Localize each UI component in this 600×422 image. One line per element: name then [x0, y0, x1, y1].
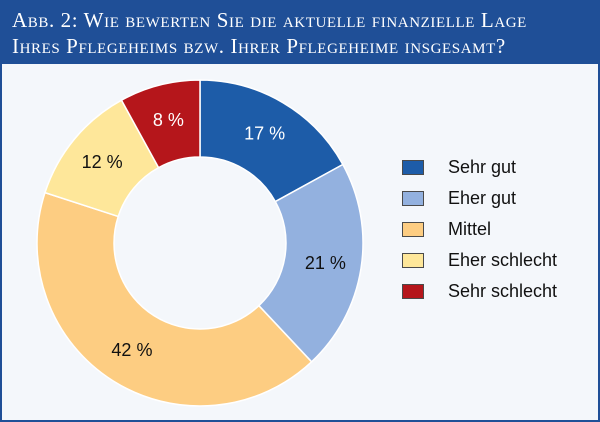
slice-eher-gut — [257, 163, 364, 363]
legend-label: Sehr schlecht — [448, 281, 558, 301]
slice-label-sehr-gut: 17 % — [244, 124, 285, 144]
chart-area: 17 % 21 % 42 % 12 % 8 % Sehr gut Eher gut Mitt… — [2, 64, 598, 420]
legend-swatch — [402, 284, 424, 299]
legend-swatch — [402, 191, 424, 206]
legend-item-mittel: Mittel — [402, 214, 557, 245]
chart-title-line-1: Abb. 2: Wie bewerten Sie die aktuelle fi… — [12, 8, 527, 32]
slice-label-eher-schlecht: 12 % — [82, 152, 123, 172]
chart-legend: Sehr gut Eher gut Mittel Eher schlecht Sehr … — [402, 152, 557, 307]
donut-chart: 17 % 21 % 42 % 12 % 8 % — [36, 79, 364, 407]
legend-swatch — [402, 160, 424, 175]
legend-label: Eher schlecht — [448, 250, 558, 270]
slice-label-eher-gut: 21 % — [305, 253, 346, 273]
slice-sehr-gut — [199, 79, 344, 203]
slice-label-mittel: 42 % — [111, 340, 152, 360]
chart-title: Abb. 2: Wie bewerten Sie die aktuelle fi… — [2, 2, 598, 64]
slice-sehr-schlecht — [120, 79, 201, 169]
legend-item-sehr-schlecht: Sehr schlecht — [402, 276, 557, 307]
legend-swatch — [402, 222, 424, 237]
slice-mittel — [36, 191, 313, 407]
slice-label-sehr-schlecht: 8 % — [153, 110, 184, 130]
legend-label: Sehr gut — [448, 157, 517, 177]
legend-item-eher-schlecht: Eher schlecht — [402, 245, 557, 276]
legend-label: Eher gut — [448, 188, 517, 208]
legend-item-sehr-gut: Sehr gut — [402, 152, 557, 183]
legend-item-eher-gut: Eher gut — [402, 183, 557, 214]
legend-swatch — [402, 253, 424, 268]
legend-label: Mittel — [448, 219, 492, 239]
chart-title-line-2: Ihres Pflegeheims bzw. Ihrer Pflegeheime… — [12, 34, 506, 58]
